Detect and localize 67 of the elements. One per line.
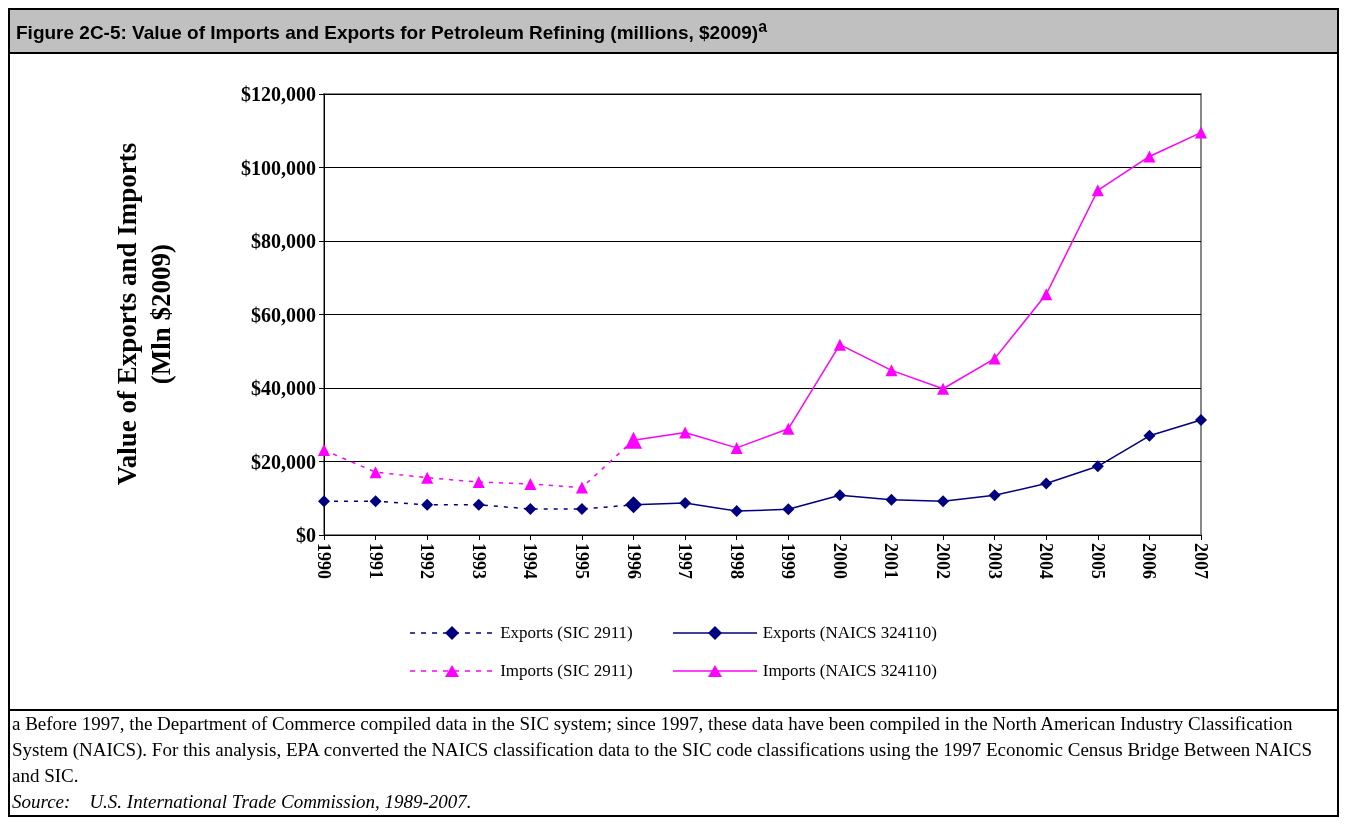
point [1195, 126, 1207, 139]
point [1143, 150, 1156, 163]
point [1143, 430, 1156, 443]
x-tick-label: 2007 [1191, 543, 1211, 580]
y-tick-label: $20,000 [251, 450, 316, 473]
x-tick-label: 1995 [571, 543, 592, 580]
point [575, 503, 588, 516]
point [885, 364, 898, 377]
x-tick-label: 2000 [829, 543, 850, 580]
point [524, 503, 537, 516]
y-tick-label: $40,000 [251, 377, 316, 400]
point [988, 489, 1001, 502]
chart-title: Figure 2C-5: Value of Imports and Exports for Petroleum Refining (millions, $2009)$^{a}$ [10, 10, 1337, 55]
x-tick-label: 2005 [1087, 543, 1108, 580]
text: a Before 1997, the Department of Commerce compiled data in the SIC system; since 1997, these data have been compiled in the North American Industry Classification System (NAICS). For this analysis, EPA converted the NAICS classification data to the SIC code classifications using the 1997 Economic Census Bridge Between NAICS and SIC. [12, 712, 1314, 789]
point [730, 442, 743, 455]
x-tick-label: 2001 [881, 543, 902, 580]
x-tick-label: 2004 [1036, 543, 1057, 580]
legend-label: Imports (NAICS 324110) [762, 661, 937, 682]
point [1040, 477, 1053, 490]
y-tick-label: $60,000 [251, 303, 316, 326]
point [1040, 288, 1053, 301]
x-tick-label: 1999 [778, 543, 799, 580]
point [1091, 184, 1104, 197]
point [679, 426, 692, 439]
x-tick-label: 1991 [365, 543, 386, 580]
y-tick-label: $100,000 [241, 156, 316, 179]
point [937, 383, 950, 396]
x-tick-label: 2006 [1139, 543, 1160, 580]
point [782, 503, 795, 516]
point [472, 499, 485, 512]
point [833, 489, 846, 502]
point [318, 444, 330, 457]
x-tick-label: 1997 [675, 543, 696, 580]
point [1195, 414, 1207, 427]
x-tick-label: 1990 [314, 543, 334, 580]
point [833, 338, 846, 351]
x-tick-label: 1992 [417, 543, 438, 580]
y-tick-label: $120,000 [241, 83, 316, 106]
source-note: Source: U.S. International Trade Commission, 1989-2007. [12, 790, 473, 815]
point [782, 423, 795, 436]
point [885, 494, 898, 507]
point [730, 505, 743, 518]
point [369, 466, 382, 479]
point [421, 472, 434, 484]
point [421, 499, 434, 512]
x-tick-label: 1994 [520, 543, 541, 580]
x-tick-label: 2002 [933, 543, 954, 580]
point [1091, 460, 1104, 473]
point [318, 495, 330, 508]
point [524, 478, 537, 491]
point [472, 476, 485, 489]
y-tick-label: $80,000 [251, 230, 316, 253]
x-tick-label: 1998 [726, 543, 747, 580]
y-axis-title: Value of Exports and Imports (Mln $2009) [111, 142, 177, 488]
point [937, 495, 950, 508]
legend-label: Exports (SIC 2911) [500, 623, 633, 644]
point [679, 497, 692, 510]
legend-label: Exports (NAICS 324110) [762, 623, 937, 644]
point [369, 495, 382, 508]
point [575, 481, 588, 494]
x-tick-label: 2003 [984, 543, 1005, 580]
x-tick-label: 1993 [468, 543, 489, 580]
point [988, 352, 1001, 365]
y-tick-label: $0 [296, 524, 316, 547]
legend-label: Imports (SIC 2911) [500, 661, 633, 682]
x-tick-label: 1996 [623, 543, 644, 580]
